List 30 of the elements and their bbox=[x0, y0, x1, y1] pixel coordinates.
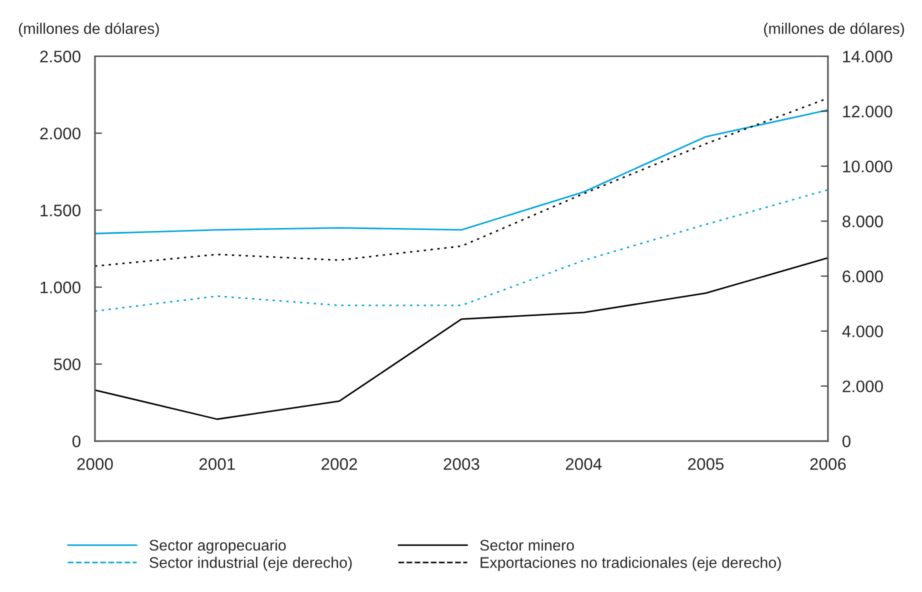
y-tick-label: 2.000 bbox=[40, 128, 80, 140]
y-axis-title: (millones de dólares) bbox=[18, 22, 159, 37]
y2-tick-label: 14.000 bbox=[843, 50, 892, 62]
y-tick-label: 2.500 bbox=[40, 50, 80, 62]
legend-label: Exportaciones no tradicionales (eje derecho) bbox=[480, 556, 781, 571]
x-tick-label: 2005 bbox=[688, 458, 724, 470]
y-tick-label: 1.000 bbox=[40, 282, 80, 294]
legend-label: Sector minero bbox=[480, 539, 574, 551]
y2-tick-label: 2.000 bbox=[842, 380, 883, 392]
x-tick-label: 2001 bbox=[199, 458, 235, 470]
y2-tick-label: 10.000 bbox=[843, 160, 892, 172]
y2-tick-label: 6.000 bbox=[842, 270, 883, 282]
y2-tick-label: 8.000 bbox=[842, 216, 883, 228]
x-tick-label: 2002 bbox=[322, 458, 357, 470]
legend-label: Sector industrial (eje derecho) bbox=[150, 556, 352, 571]
y2-tick-label: 0 bbox=[842, 435, 850, 448]
x-tick-label: 2004 bbox=[566, 458, 602, 470]
y-tick-label: 1.500 bbox=[40, 204, 80, 216]
line-series bbox=[94, 189, 828, 312]
y2-tick-label: 12.000 bbox=[843, 106, 892, 118]
x-tick-label: 2006 bbox=[810, 458, 846, 470]
line-series bbox=[94, 109, 828, 234]
x-tick-label: 2003 bbox=[444, 458, 480, 470]
y2-axis-title: (millones de dólares) bbox=[764, 22, 904, 37]
line-series bbox=[94, 257, 828, 420]
y-tick-label: 500 bbox=[54, 358, 80, 370]
y2-tick-label: 4.000 bbox=[842, 326, 883, 338]
legend-label: Sector agropecuario bbox=[150, 539, 286, 554]
x-tick-label: 2000 bbox=[77, 458, 113, 470]
y-tick-label: 0 bbox=[72, 435, 80, 448]
